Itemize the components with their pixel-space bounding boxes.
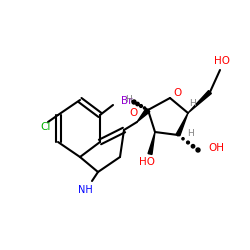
Polygon shape — [137, 108, 150, 122]
Text: H: H — [189, 100, 196, 108]
Text: Cl: Cl — [40, 122, 50, 132]
Circle shape — [196, 148, 200, 152]
Text: HO: HO — [139, 157, 155, 167]
Polygon shape — [176, 113, 188, 136]
Text: OH: OH — [208, 143, 224, 153]
Circle shape — [147, 109, 149, 111]
Circle shape — [144, 107, 146, 109]
Circle shape — [136, 102, 139, 106]
Text: HO: HO — [214, 56, 230, 66]
Text: O: O — [130, 108, 138, 118]
Circle shape — [140, 104, 142, 108]
Polygon shape — [188, 90, 212, 113]
Circle shape — [186, 141, 190, 144]
Text: NH: NH — [78, 185, 92, 195]
Text: Br: Br — [121, 96, 132, 106]
Circle shape — [132, 100, 136, 104]
Text: O: O — [173, 88, 181, 98]
Circle shape — [191, 144, 195, 148]
Text: H: H — [186, 128, 194, 138]
Text: H: H — [126, 94, 132, 104]
Circle shape — [182, 138, 184, 140]
Polygon shape — [148, 132, 155, 154]
Circle shape — [177, 134, 179, 136]
